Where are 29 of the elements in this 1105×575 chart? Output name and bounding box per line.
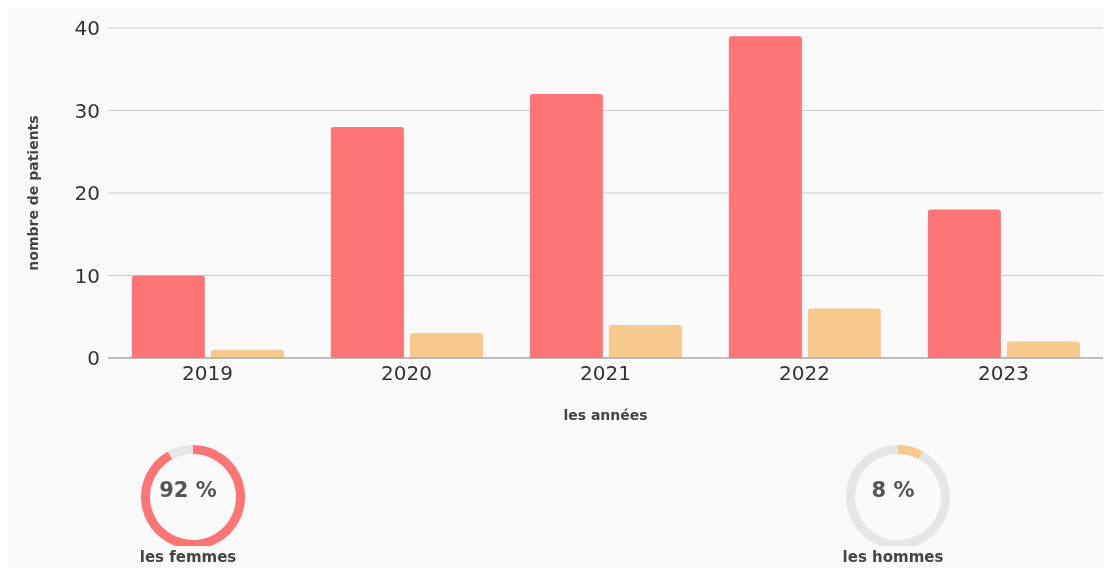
y-tick-label: 10 xyxy=(74,263,100,288)
bar xyxy=(330,127,404,358)
x-tick-label: 2022 xyxy=(779,361,830,386)
x-tick-label: 2019 xyxy=(182,361,233,386)
x-tick-label: 2021 xyxy=(580,361,631,386)
donut-slice xyxy=(141,445,245,546)
bar xyxy=(1006,341,1080,358)
x-tick-label: 2020 xyxy=(381,361,432,386)
bar xyxy=(807,308,881,358)
y-tick-label: 30 xyxy=(74,98,100,123)
bar xyxy=(608,325,682,358)
x-tick-label: 2023 xyxy=(978,361,1029,386)
text: les hommes xyxy=(841,548,945,566)
bar xyxy=(409,333,483,358)
y-tick-label: 20 xyxy=(74,181,100,206)
text: les femmes xyxy=(138,548,238,566)
bar xyxy=(131,275,205,358)
bar xyxy=(927,209,1001,358)
bar xyxy=(728,36,802,358)
y-tick-label: 0 xyxy=(87,346,100,371)
bar xyxy=(529,94,603,358)
y-axis-title: nombre de patients xyxy=(24,115,41,271)
text: 8 % xyxy=(870,478,916,502)
donut-slice xyxy=(898,445,924,460)
y-tick-label: 40 xyxy=(74,16,100,41)
donut-slice xyxy=(846,445,950,546)
text: 92 % xyxy=(158,478,218,502)
donut-slice xyxy=(167,445,193,460)
x-axis-title: les années xyxy=(563,407,648,423)
